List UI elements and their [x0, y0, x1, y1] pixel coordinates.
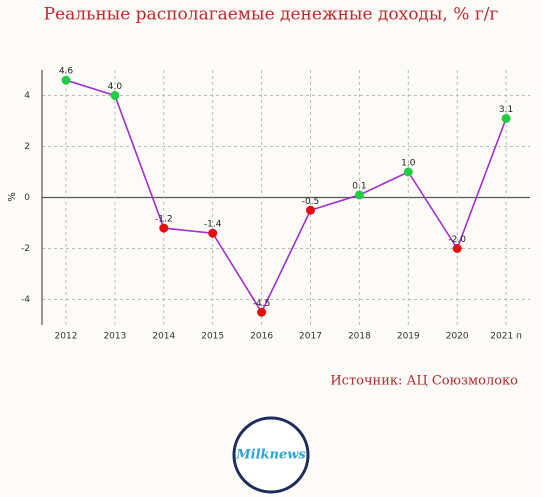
x-tick-label: 2015 [201, 332, 224, 342]
value-label: 1.0 [401, 159, 416, 169]
value-label: 0.1 [352, 181, 366, 191]
y-axis-label: % [7, 192, 18, 202]
x-tick-label: 2012 [55, 332, 78, 342]
value-label: -1.2 [155, 215, 173, 225]
point [257, 307, 267, 317]
value-label: 4.0 [108, 82, 123, 92]
x-tick-label: 2019 [397, 332, 420, 342]
value-label: -1.4 [204, 220, 222, 230]
point [61, 75, 71, 85]
logo: Milknews [235, 448, 306, 463]
x-tick-label: 2020 [446, 332, 469, 342]
point [501, 113, 511, 123]
value-label: -2.0 [448, 235, 466, 245]
point [110, 91, 120, 100]
y-tick-label: 2 [24, 142, 30, 152]
value-label: -4.5 [253, 299, 271, 309]
x-tick-label: 2014 [152, 332, 175, 342]
logo-circle [232, 416, 310, 494]
value-label: -0.5 [302, 197, 320, 207]
line [65, 79, 507, 314]
point [306, 205, 315, 215]
x-tick-label: 2017 [299, 332, 322, 342]
point [403, 167, 413, 177]
point [159, 223, 169, 233]
x-tick-label: 2016 [250, 332, 273, 342]
x-tick-label: 2021 п [490, 332, 522, 342]
value-label: 3.1 [499, 105, 513, 115]
chart-title: Реальные располагаемые денежные доходы, … [44, 5, 499, 25]
x-tick-label: 2013 [103, 332, 126, 342]
point [354, 190, 364, 200]
source: Источник: АЦ Союзмолоко [330, 374, 518, 389]
value-label: 4.6 [59, 67, 74, 77]
y-tick-label: 4 [24, 91, 30, 101]
x-tick-label: 2018 [348, 332, 371, 342]
y-tick-label: -2 [21, 244, 30, 254]
point [452, 244, 462, 253]
y-tick-label: -4 [21, 295, 30, 305]
y-tick-label: 0 [24, 193, 30, 203]
point [208, 228, 218, 238]
